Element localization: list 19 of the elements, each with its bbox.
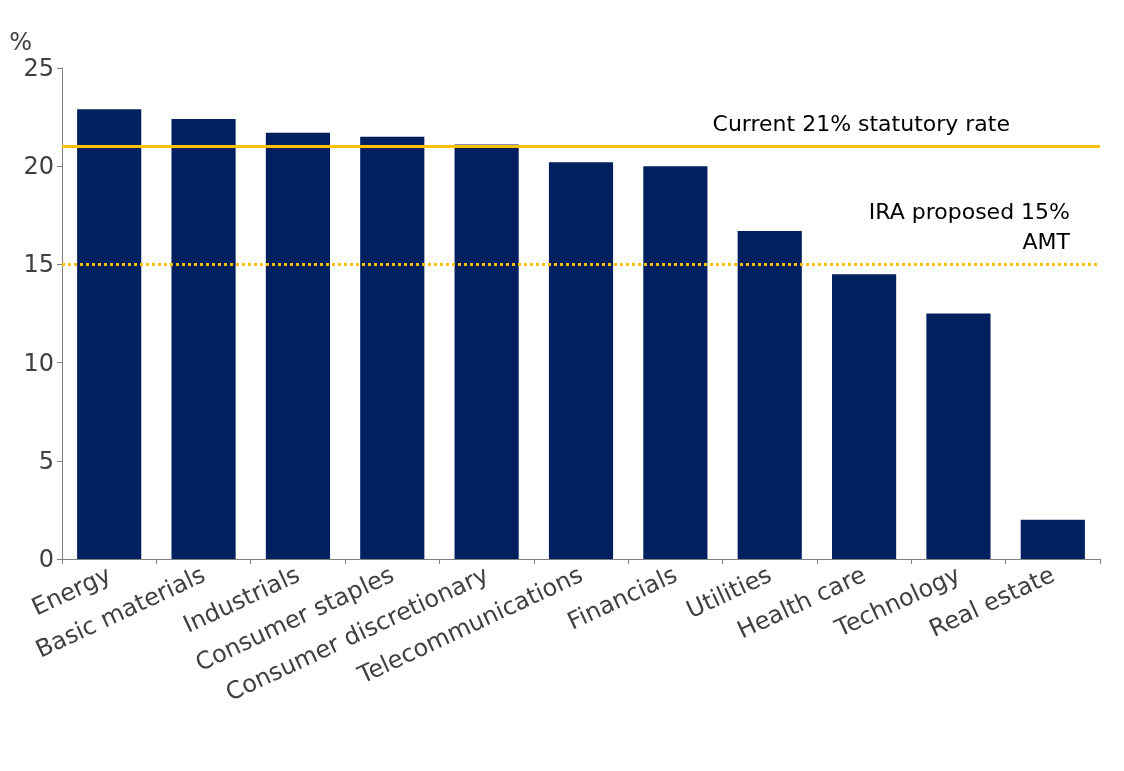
y-tick-label: 0 (38, 545, 54, 573)
bar (643, 166, 708, 559)
y-tick-label: 10 (23, 348, 54, 377)
bar (171, 119, 236, 559)
bar (548, 162, 614, 559)
bar (737, 231, 802, 559)
y-tick-label: 15 (23, 250, 54, 279)
bar (360, 136, 425, 559)
bar (77, 109, 142, 559)
y-tick-label: 20 (23, 152, 54, 181)
ref-line-label: IRA proposed 15% AMT (868, 198, 1071, 254)
y-tick-label: 25 (23, 54, 54, 82)
bar (832, 274, 897, 559)
bar (1020, 519, 1085, 559)
bar (265, 132, 330, 559)
y-axis-title: % (9, 28, 32, 56)
y-tick-label: 5 (38, 446, 54, 475)
ref-line-label: Current 21% statutory rate (712, 111, 1010, 137)
bar (926, 313, 991, 559)
